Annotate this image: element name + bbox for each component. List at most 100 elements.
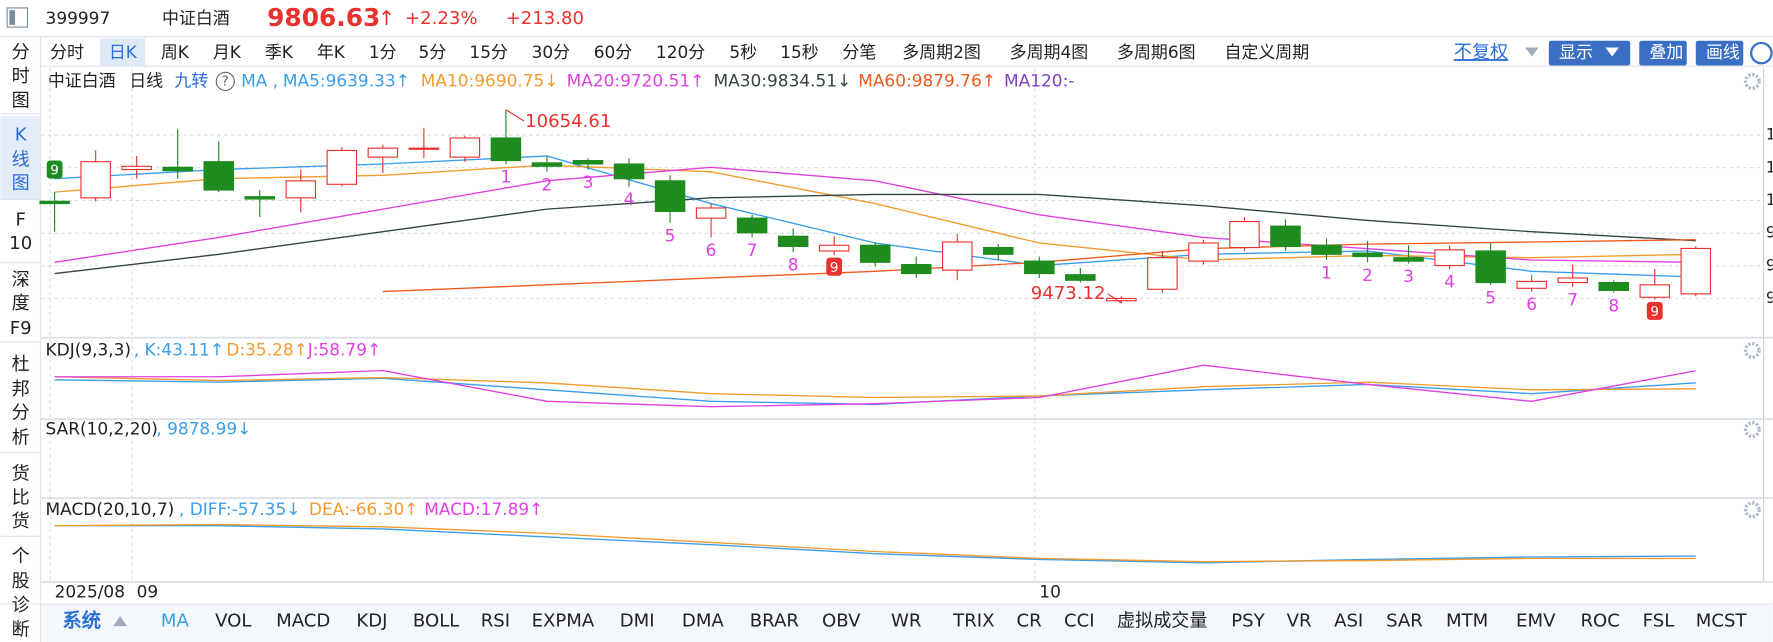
toolbar-button[interactable]	[1639, 40, 1687, 66]
panel-legend: , DIFF:-57.35↓	[179, 499, 300, 519]
nine-turn-label: 9	[50, 163, 59, 179]
period-tab[interactable]: 自定义周期	[1224, 42, 1309, 62]
sidebar-tab[interactable]: 杜	[12, 354, 30, 375]
panel-divider	[41, 336, 1773, 339]
indicator-tab[interactable]: MA	[161, 611, 190, 632]
candle-body	[1352, 252, 1383, 258]
sidebar-tab[interactable]: 分	[12, 42, 30, 63]
sidebar-tab[interactable]: 分	[12, 403, 30, 424]
indicator-tab[interactable]: CCI	[1064, 611, 1095, 632]
system-tab[interactable]: 系统	[63, 609, 101, 632]
nine-turn-label: 3	[1403, 266, 1414, 286]
sidebar-tab[interactable]: 货	[12, 511, 30, 532]
change-pct: +2.23%	[405, 8, 478, 29]
indicator-tab[interactable]: VR	[1287, 611, 1312, 632]
period-tab[interactable]: 60分	[594, 42, 633, 62]
period-tab[interactable]: 月K	[213, 42, 242, 62]
settings-icon[interactable]	[1743, 501, 1761, 519]
settings-icon[interactable]	[1743, 341, 1761, 359]
sidebar-tab[interactable]: 诊	[12, 595, 30, 616]
toolbar-button[interactable]	[1695, 40, 1744, 66]
indicator-tab[interactable]: BOLL	[413, 611, 459, 632]
toolbar-button[interactable]	[1548, 40, 1631, 66]
sidebar-tab[interactable]: 断	[12, 620, 30, 641]
indicator-tab[interactable]: ASI	[1334, 611, 1363, 632]
indicator-tab[interactable]: SAR	[1386, 611, 1423, 632]
toolbar-button-label: 画线	[1706, 42, 1740, 62]
sidebar-tab[interactable]: 个	[12, 546, 30, 567]
indicator-line	[54, 193, 1696, 275]
sidebar-tab[interactable]: 货	[12, 464, 30, 485]
sidebar-tab[interactable]: 图	[12, 173, 30, 194]
indicator-tab[interactable]: 虚拟成交量	[1117, 611, 1207, 632]
period-tab[interactable]: 周K	[161, 42, 190, 62]
refresh-icon[interactable]	[1750, 41, 1773, 65]
window-icon[interactable]	[6, 7, 29, 28]
indicator-tab[interactable]: DMA	[682, 611, 725, 632]
y-tick-label: 9900	[1766, 223, 1773, 242]
period-tab[interactable]: 5秒	[729, 42, 757, 62]
candle-body	[1639, 284, 1671, 298]
period-tab[interactable]: 120分	[656, 42, 705, 62]
period-tab[interactable]: 多周期2图	[902, 42, 981, 62]
indicator-tab[interactable]: WR	[891, 611, 922, 632]
sidebar-tab[interactable]: 10	[9, 233, 32, 254]
nine-turn-label: 6	[1526, 294, 1537, 314]
period-tab[interactable]: 多周期4图	[1010, 42, 1089, 62]
indicator-tab[interactable]: BRAR	[750, 611, 800, 632]
indicator-tab[interactable]: TRIX	[952, 611, 994, 632]
period-tab[interactable]: 年K	[317, 42, 346, 62]
price-arrow: ↑	[378, 6, 395, 30]
sidebar-tab[interactable]: 图	[12, 91, 30, 112]
candle-body	[1188, 242, 1219, 262]
candle-body	[941, 241, 973, 271]
period-tab[interactable]: 1分	[369, 42, 397, 62]
settings-icon[interactable]	[1743, 421, 1761, 438]
sidebar-tab[interactable]: K	[15, 125, 28, 146]
candle-body	[1475, 250, 1506, 284]
indicator-tab[interactable]: EMV	[1516, 611, 1556, 632]
indicator-tab[interactable]: FSL	[1643, 611, 1675, 632]
sidebar-tab[interactable]: 比	[12, 487, 30, 508]
period-tab[interactable]: 15分	[469, 42, 508, 62]
period-tab[interactable]: 多周期6图	[1117, 42, 1196, 62]
indicator-tab[interactable]: ROC	[1580, 611, 1619, 632]
sidebar-tab[interactable]: 邦	[12, 379, 30, 400]
nine-turn-label: 5	[665, 225, 676, 245]
settings-icon[interactable]	[1743, 72, 1761, 90]
period-tab[interactable]: 分时	[50, 42, 84, 62]
indicator-tab[interactable]: MACD	[276, 611, 330, 632]
candle-body	[1311, 244, 1342, 255]
indicator-tab[interactable]: OBV	[822, 611, 861, 632]
sidebar-tab[interactable]: 线	[12, 150, 30, 171]
indicator-tab[interactable]: MTM	[1446, 611, 1488, 632]
period-tab[interactable]: 季K	[265, 42, 294, 62]
candle-body	[490, 137, 522, 162]
divider	[0, 36, 1773, 38]
sidebar-tab[interactable]: 析	[12, 428, 30, 449]
sidebar-tab[interactable]: F	[16, 209, 26, 230]
period-tab[interactable]: 5分	[419, 42, 447, 62]
sidebar-divider	[0, 535, 40, 537]
sidebar-tab[interactable]: 深	[12, 269, 30, 290]
indicator-tab[interactable]: RSI	[481, 611, 510, 632]
fuquan[interactable]: 不复权	[1454, 42, 1508, 63]
indicator-tab[interactable]: KDJ	[356, 611, 387, 632]
sidebar-tab[interactable]: F9	[10, 318, 32, 339]
period-tab[interactable]: 15秒	[780, 42, 819, 62]
panel-legend: MACD:17.89↑	[424, 499, 543, 519]
indicator-tab[interactable]: DMI	[620, 611, 655, 632]
indicator-tab[interactable]: MCST	[1696, 611, 1748, 632]
candle-body	[1106, 297, 1137, 302]
indicator-tab[interactable]: PSY	[1231, 611, 1265, 632]
period-tab[interactable]: 30分	[532, 42, 571, 62]
period-tab[interactable]: 分笔	[842, 42, 876, 62]
sidebar-tab[interactable]: 度	[12, 293, 30, 314]
help-icon[interactable]	[215, 71, 235, 91]
indicator-tab[interactable]: VOL	[215, 611, 251, 632]
indicator-tab[interactable]: CR	[1016, 611, 1042, 632]
indicator-tab[interactable]: EXPMA	[532, 611, 595, 632]
sidebar-tab[interactable]: 时	[12, 66, 30, 87]
period-tab[interactable]: 日K	[109, 42, 138, 62]
sidebar-tab[interactable]: 股	[12, 571, 30, 592]
